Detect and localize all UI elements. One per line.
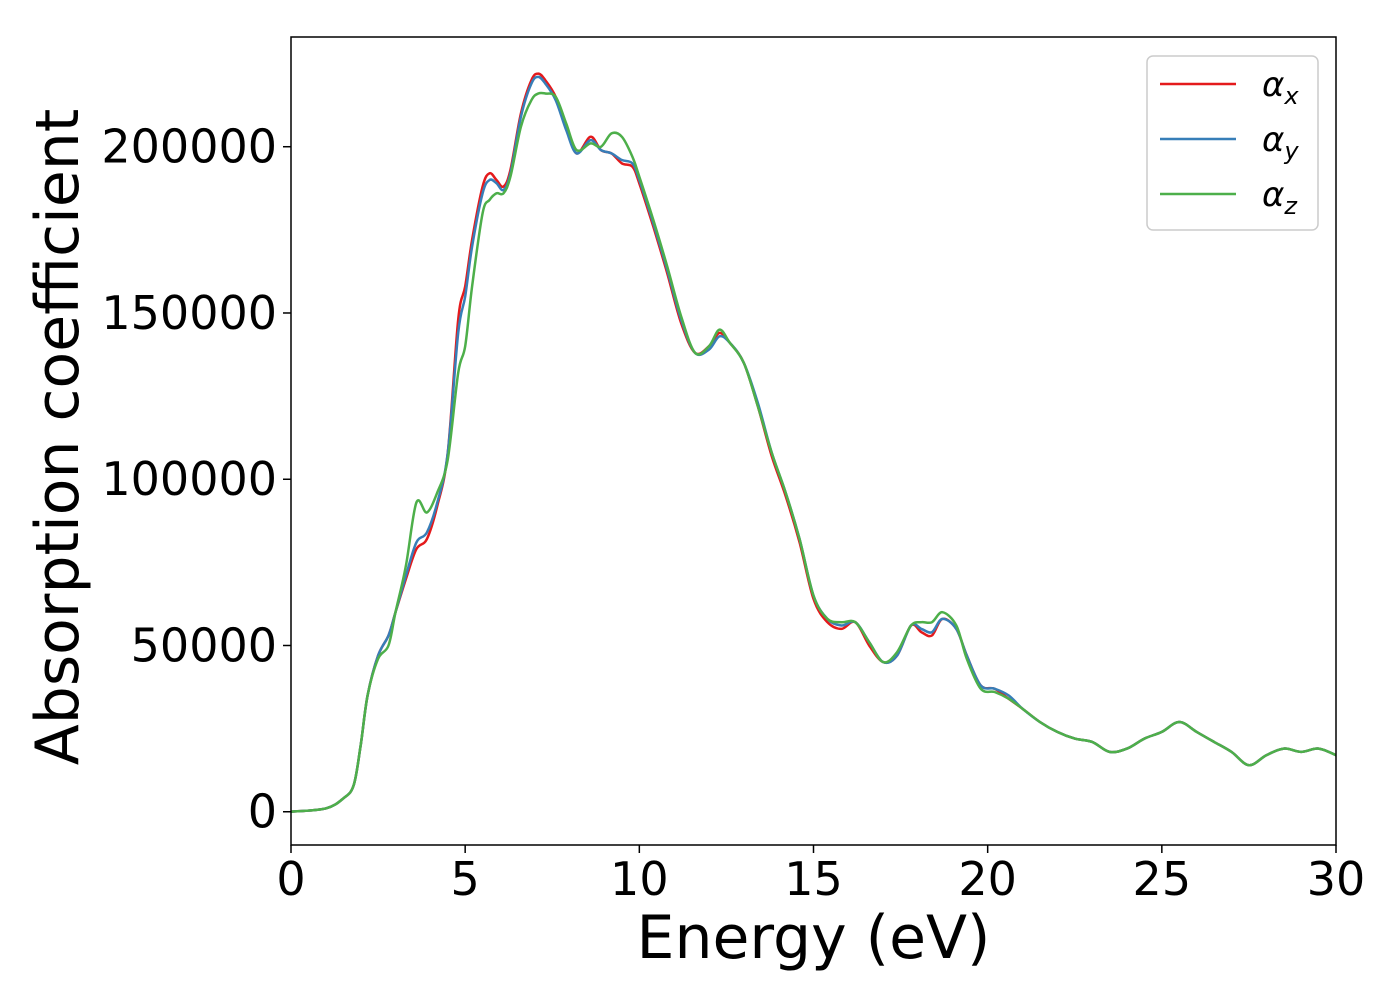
x-tick-label: 0 (276, 852, 305, 906)
y-tick-label: 0 (248, 785, 277, 839)
x-tick-label: 10 (610, 852, 669, 906)
x-tick-label: 30 (1307, 852, 1366, 906)
legend-label-y: αy (1262, 120, 1299, 165)
series-layer (290, 72, 1337, 813)
x-tick-label: 5 (451, 852, 480, 906)
x-axis-title: Energy (eV) (637, 903, 991, 973)
legend: αx αy αz (1146, 55, 1319, 231)
legend-label-z: αz (1262, 175, 1298, 220)
y-tick-label: 150000 (101, 286, 277, 340)
y-axis-title: Absorption coefficient (23, 109, 93, 766)
x-tick-label: 25 (1133, 852, 1192, 906)
series-line-z (290, 91, 1337, 813)
x-tick-label: 15 (784, 852, 843, 906)
legend-label-x: αx (1262, 65, 1299, 110)
y-tick-label: 200000 (101, 120, 277, 174)
y-tick-label: 50000 (131, 618, 277, 672)
ticks-layer: 0 5 10 15 20 25 30 0 50000 100000 150000 200000 (101, 120, 1365, 906)
x-tick-label: 20 (958, 852, 1017, 906)
y-tick-label: 100000 (101, 452, 277, 506)
legend-entries: αx αy αz (1160, 65, 1299, 220)
legend-box (1146, 55, 1319, 231)
